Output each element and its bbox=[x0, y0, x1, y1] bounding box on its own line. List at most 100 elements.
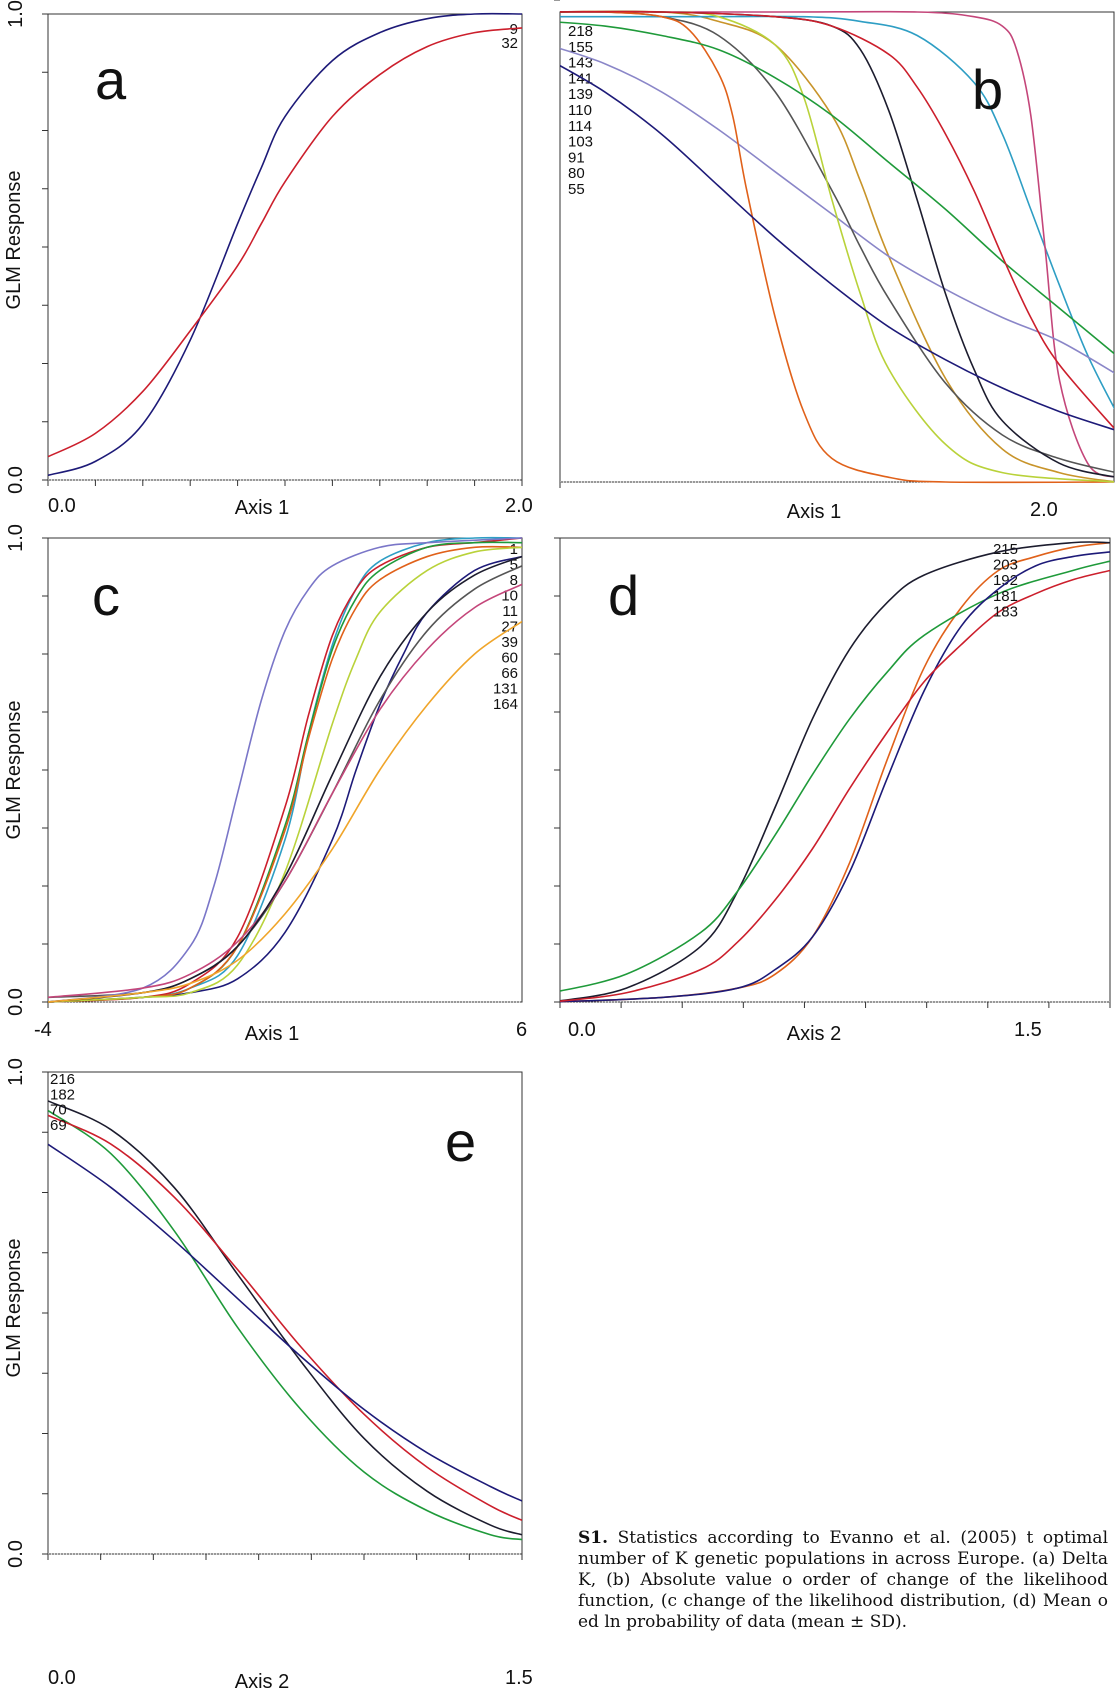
series-label-55: 55 bbox=[568, 181, 585, 198]
y-tick-label: 1.0 bbox=[5, 0, 27, 28]
panel-letter-c: c bbox=[92, 564, 120, 627]
series-line-131 bbox=[48, 555, 522, 1003]
x-tick-label: -4 bbox=[34, 1019, 52, 1041]
x-axis-title: Axis 1 bbox=[787, 501, 841, 523]
x-tick-label: 1.5 bbox=[505, 1667, 533, 1689]
series-line-141 bbox=[560, 47, 1114, 374]
series-line-55 bbox=[560, 64, 1114, 431]
series-label-11: 11 bbox=[502, 603, 518, 620]
series-label-69: 69 bbox=[50, 1117, 67, 1134]
series-line-143 bbox=[560, 10, 1114, 478]
series-line-182 bbox=[48, 1109, 522, 1541]
series-line-11 bbox=[48, 545, 522, 1003]
series-label-9: 9 bbox=[510, 21, 518, 38]
x-axis-title: Axis 2 bbox=[235, 1671, 289, 1693]
chart-panel-e: 0.0 1.0 0.0 1.5 Axis 2 GLM Response 216 182 70 69… bbox=[0, 1058, 560, 1694]
series-label-183: 183 bbox=[993, 603, 1018, 620]
y-tick-label: 0.0 bbox=[5, 1540, 27, 1568]
series-label-215: 215 bbox=[993, 541, 1018, 558]
series-line-183 bbox=[560, 569, 1110, 1002]
panel-letter-e: e bbox=[445, 1110, 477, 1173]
x-tick-label: 2.0 bbox=[505, 495, 533, 517]
series-label-8: 8 bbox=[510, 572, 518, 589]
series-line-27 bbox=[48, 546, 522, 1003]
chart-panel-b: 2.0 Axis 1 218 155 143 141 139 110 114 103 91 80 55 … bbox=[554, 0, 1120, 530]
chart-panel-c: 0.0 1.0 -4 6 Axis 1 GLM Response 1 5 8 10 11 27 39 60… bbox=[0, 524, 560, 1058]
series-label-218: 218 bbox=[568, 23, 593, 40]
series-label-155: 155 bbox=[568, 39, 593, 56]
series-label-141: 141 bbox=[568, 70, 593, 87]
series-label-5: 5 bbox=[510, 557, 518, 574]
series-label-143: 143 bbox=[568, 55, 593, 72]
series-line-155 bbox=[560, 15, 1114, 410]
series-line-110 bbox=[560, 10, 1114, 484]
y-tick-label: 1.0 bbox=[5, 1058, 27, 1086]
series-label-216: 216 bbox=[50, 1071, 75, 1088]
series-label-66: 66 bbox=[501, 665, 518, 682]
x-axis-title: Axis 1 bbox=[235, 497, 289, 519]
series-line-181 bbox=[560, 551, 1110, 1003]
series-label-91: 91 bbox=[568, 149, 585, 166]
chart-panel-d: 0.0 1.5 Axis 2 215 203 192 181 183 d bbox=[554, 530, 1120, 1058]
y-tick-label: 1.0 bbox=[5, 524, 27, 552]
series-line-80 bbox=[560, 10, 1114, 430]
series-label-80: 80 bbox=[568, 165, 585, 182]
series-line-216 bbox=[48, 1100, 522, 1536]
series-label-1: 1 bbox=[510, 541, 518, 558]
series-label-192: 192 bbox=[993, 572, 1018, 589]
x-axis-title: Axis 1 bbox=[245, 1023, 299, 1045]
figure-caption: S1. Statistics according to Evanno et al… bbox=[578, 1528, 1108, 1633]
x-tick-label: 0.0 bbox=[48, 1667, 76, 1689]
x-tick-label: 2.0 bbox=[1030, 499, 1058, 521]
panel-letter-d: d bbox=[608, 564, 640, 627]
chart-a-svg: 0.0 1.0 0.0 2.0 Axis 1 GLM Response 932 bbox=[3, 0, 533, 519]
y-axis-title: GLM Response bbox=[3, 701, 25, 840]
series-line-103 bbox=[560, 10, 1114, 478]
series-line-60 bbox=[48, 537, 522, 1003]
series-line-70 bbox=[48, 1114, 522, 1521]
series-label-114: 114 bbox=[568, 118, 592, 135]
y-axis-title: GLM Response bbox=[3, 171, 25, 310]
series-label-139: 139 bbox=[568, 86, 593, 103]
series-label-103: 103 bbox=[568, 134, 593, 151]
series-line-114 bbox=[560, 10, 1114, 483]
x-axis-title: Axis 2 bbox=[787, 1023, 841, 1045]
series-line-139 bbox=[560, 10, 1114, 473]
series-label-70: 70 bbox=[50, 1102, 67, 1119]
panel-letter-a: a bbox=[95, 48, 127, 111]
x-tick-label: 0.0 bbox=[568, 1019, 596, 1041]
series-label-110: 110 bbox=[568, 102, 592, 119]
series-label-32: 32 bbox=[501, 35, 518, 52]
series-label-164: 164 bbox=[493, 696, 518, 713]
plot-frame bbox=[559, 537, 1111, 1003]
series-line-9 bbox=[48, 12, 522, 477]
series-line-32 bbox=[48, 27, 522, 458]
caption-label: S1. bbox=[578, 1528, 609, 1548]
series-line-164 bbox=[48, 620, 522, 1003]
series-label-131: 131 bbox=[493, 681, 518, 698]
series-label-60: 60 bbox=[501, 650, 518, 667]
series-label-39: 39 bbox=[501, 634, 518, 651]
series-label-203: 203 bbox=[993, 557, 1018, 574]
panel-letter-b: b bbox=[972, 58, 1004, 121]
y-axis-title: GLM Response bbox=[3, 1239, 25, 1378]
series-label-181: 181 bbox=[993, 588, 1018, 605]
series-line-91 bbox=[560, 21, 1114, 355]
series-line-69 bbox=[48, 1143, 522, 1502]
series-line-218 bbox=[560, 10, 1114, 483]
x-tick-label: 0.0 bbox=[48, 495, 76, 517]
x-tick-label: 1.5 bbox=[1014, 1019, 1042, 1041]
caption-text: Statistics according to Evanno et al. (2… bbox=[578, 1528, 1109, 1632]
y-tick-label: 0.0 bbox=[5, 988, 27, 1016]
series-line-66 bbox=[48, 583, 522, 999]
series-line-203 bbox=[560, 541, 1110, 1002]
y-tick-label: 0.0 bbox=[5, 466, 27, 494]
series-line-192 bbox=[560, 560, 1110, 992]
series-label-182: 182 bbox=[50, 1086, 75, 1103]
chart-panel-a: 0.0 1.0 0.0 2.0 Axis 1 GLM Response 9 32 a bbox=[0, 0, 560, 530]
x-tick-label: 6 bbox=[516, 1019, 527, 1041]
